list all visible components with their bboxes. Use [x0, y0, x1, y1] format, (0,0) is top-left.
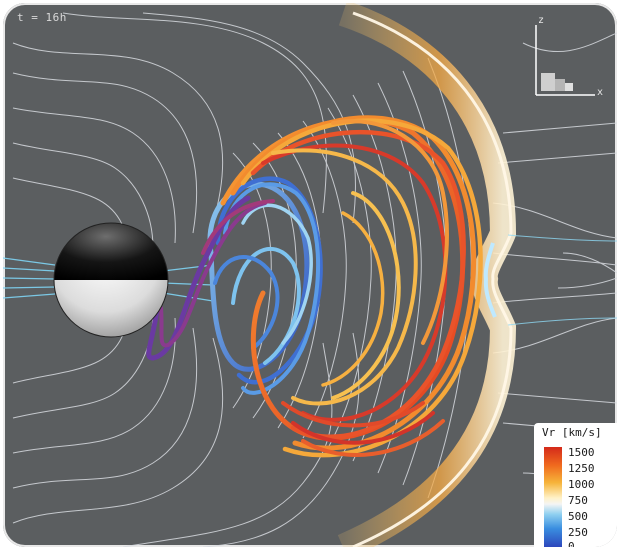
- flux-rope-red: [220, 115, 483, 458]
- axis-glyph: [535, 25, 595, 96]
- legend-title: Vr [km/s]: [542, 426, 602, 439]
- inflow-lines: [3, 257, 214, 302]
- axis-glyph-boxes: [541, 73, 573, 91]
- axis-y-label: z: [538, 15, 545, 26]
- axis-x-label: x: [597, 87, 604, 98]
- legend-tick-500: 500: [568, 510, 588, 523]
- color-legend: Vr [km/s] 1500 1250 1000 750 500 250 0: [534, 423, 617, 547]
- legend-tick-1500: 1500: [568, 446, 595, 459]
- sun-sphere: [53, 222, 169, 338]
- visualization-frame: t = 16h z x Vr [km/s] 1500 1250 1000 750…: [3, 3, 617, 547]
- time-label: t = 16h: [17, 11, 67, 24]
- legend-tick-250: 250: [568, 526, 588, 539]
- legend-color-bar: [544, 447, 562, 547]
- legend-tick-0: 0: [568, 540, 575, 547]
- simulation-scene: [3, 3, 617, 547]
- legend-tick-1250: 1250: [568, 462, 595, 475]
- legend-tick-1000: 1000: [568, 478, 595, 491]
- flux-rope-footpoints: [146, 195, 275, 361]
- legend-tick-750: 750: [568, 494, 588, 507]
- flux-rope-blue: [207, 176, 323, 395]
